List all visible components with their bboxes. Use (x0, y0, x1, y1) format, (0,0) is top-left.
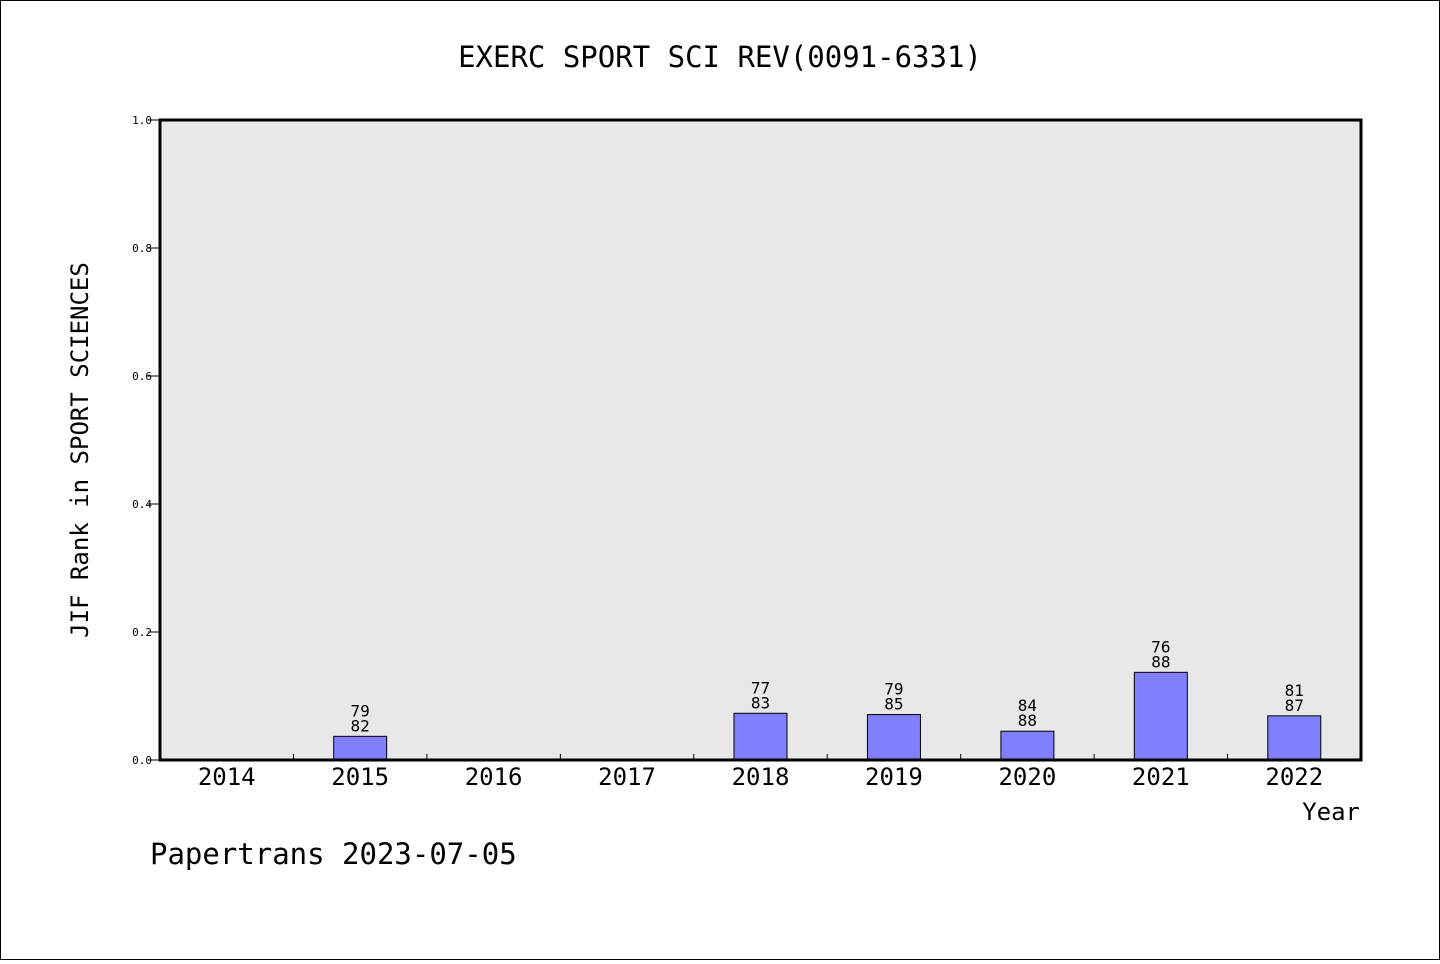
bar-rank-label: 76 (1151, 637, 1170, 656)
x-tick-label: 2015 (331, 763, 389, 791)
x-tick-label: 2016 (465, 763, 523, 791)
x-tick-label: 2019 (865, 763, 923, 791)
bar-rank-label: 79 (351, 701, 370, 720)
y-tick-label: 0.6 (132, 370, 152, 383)
x-tick-label: 2014 (198, 763, 256, 791)
bar (866, 714, 921, 761)
x-tick-label: 2021 (1132, 763, 1190, 791)
x-axis-label: Year (1302, 798, 1360, 826)
bar-total-label: 88 (1151, 652, 1170, 671)
bar-total-label: 85 (884, 695, 903, 714)
y-tick-label: 0.2 (132, 626, 152, 639)
watermark-text: Papertrans 2023-07-05 (150, 837, 517, 871)
bar-total-label: 87 (1285, 696, 1304, 715)
y-tick-label: 1.0 (132, 114, 152, 127)
bar (1133, 671, 1188, 761)
x-tick-label: 2020 (998, 763, 1056, 791)
bar (1267, 715, 1322, 761)
bar-rank-label: 79 (884, 680, 903, 699)
y-tick-label: 0.0 (132, 754, 152, 767)
chart-title: EXERC SPORT SCI REV(0091-6331) (458, 40, 982, 74)
y-tick-label: 0.4 (132, 498, 152, 511)
bar (1000, 730, 1055, 761)
bar-rank-label: 84 (1018, 696, 1037, 715)
y-tick-label: 0.8 (132, 242, 152, 255)
y-axis-label: JIF Rank in SPORT SCIENCES (66, 262, 94, 638)
plot-area (160, 120, 1361, 760)
bar (733, 712, 788, 761)
x-tick-label: 2017 (598, 763, 656, 791)
y-axis: 0.0 0.2 0.4 0.6 0.8 1.0 (132, 114, 160, 767)
bar-total-label: 82 (351, 716, 370, 735)
plot-frame (158, 118, 1363, 762)
x-tick-label: 2022 (1265, 763, 1323, 791)
bars (333, 671, 1322, 761)
x-axis: 2014 2015 2016 2017 2018 2019 2020 2021 2022 (198, 754, 1323, 791)
bar-rank-label: 81 (1285, 681, 1304, 700)
bar-total-label: 83 (751, 693, 770, 712)
bar-total-label: 88 (1018, 711, 1037, 730)
bar-rank-label: 77 (751, 678, 770, 697)
x-tick-label: 2018 (732, 763, 790, 791)
bar (333, 735, 388, 761)
